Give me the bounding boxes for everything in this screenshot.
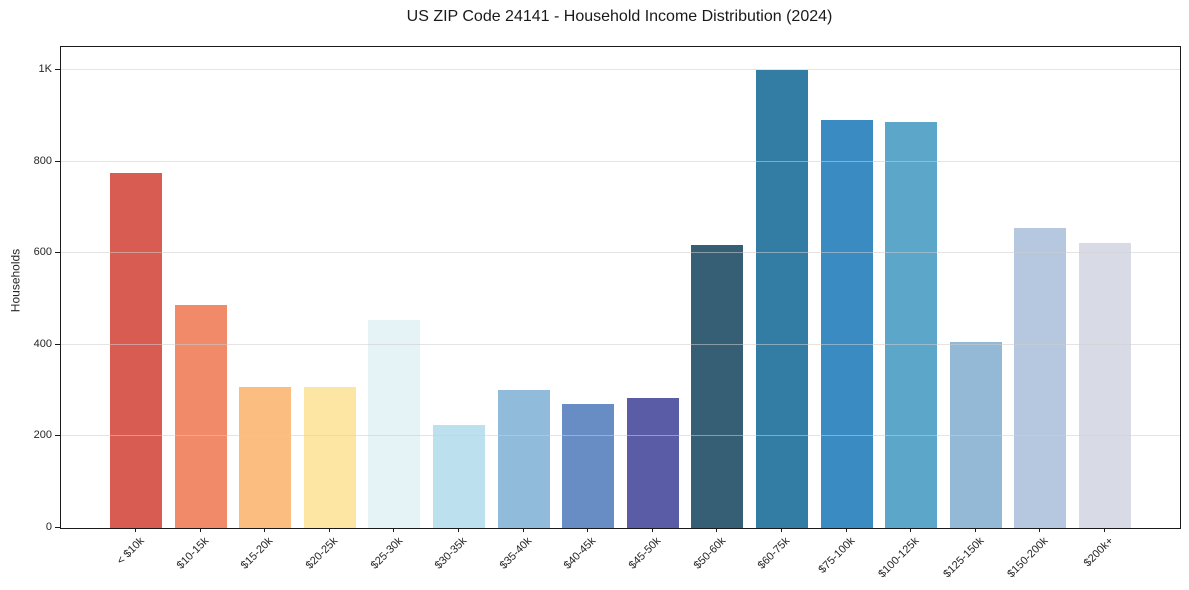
y-tick-mark-800 xyxy=(55,160,60,162)
x-tick-label-3: $20-25k xyxy=(303,535,341,572)
x-tick-mark-6 xyxy=(522,528,524,532)
bar-60-75k xyxy=(756,69,808,528)
x-tick-mark-9 xyxy=(716,528,718,532)
x-tick-mark-7 xyxy=(587,528,589,532)
bar-50-60k xyxy=(691,245,744,528)
bar-25-30k xyxy=(368,320,421,528)
y-tick-label-1000: 1K xyxy=(38,62,52,75)
bar-30-35k xyxy=(433,424,485,528)
y-tick-mark-200 xyxy=(55,435,60,437)
plot-area xyxy=(60,46,1181,529)
x-tick-label-13: $125-150k xyxy=(941,535,987,581)
x-tick-mark-3 xyxy=(328,528,330,532)
x-tick-label-10: $60-75k xyxy=(755,535,793,572)
y-tick-label-800: 800 xyxy=(33,154,52,167)
bar-40-45k xyxy=(562,403,615,528)
x-tick-mark-8 xyxy=(651,528,653,532)
y-tick-mark-600 xyxy=(55,252,60,254)
y-tick-label-200: 200 xyxy=(33,429,52,442)
bar-15-20k xyxy=(239,386,292,528)
x-tick-label-6: $35-40k xyxy=(497,535,535,572)
x-tick-mark-1 xyxy=(199,528,201,532)
bar-200k xyxy=(1079,242,1131,528)
x-tick-mark-4 xyxy=(393,528,395,532)
x-tick-mark-5 xyxy=(458,528,459,532)
x-tick-label-12: $100-125k xyxy=(876,535,922,581)
y-tick-label-400: 400 xyxy=(33,337,52,350)
y-tick-mark-1000 xyxy=(55,68,60,70)
gridline-1000 xyxy=(61,68,1180,70)
gridline-600 xyxy=(61,252,1180,254)
bar-35-40k xyxy=(497,390,550,528)
x-tick-label-0: < $10k xyxy=(114,535,147,568)
x-tick-mark-14 xyxy=(1039,528,1041,532)
x-tick-label-5: $30-35k xyxy=(432,535,470,572)
y-tick-label-0: 0 xyxy=(45,521,52,533)
x-tick-label-4: $25-30k xyxy=(368,535,405,572)
x-tick-label-9: $50-60k xyxy=(691,535,728,572)
x-tick-label-7: $40-45k xyxy=(562,535,599,572)
x-tick-label-2: $15-20k xyxy=(239,535,276,572)
x-tick-label-14: $150-200k xyxy=(1005,535,1051,581)
x-tick-mark-0 xyxy=(135,528,136,532)
x-tick-mark-2 xyxy=(264,528,266,532)
x-tick-mark-10 xyxy=(781,528,782,532)
bar-100-125k xyxy=(885,122,938,528)
bar-125-150k xyxy=(949,342,1002,528)
bar-45-50k xyxy=(626,397,679,528)
x-tick-label-15: $200k+ xyxy=(1081,535,1116,570)
x-tick-mark-15 xyxy=(1104,528,1105,532)
gridline-400 xyxy=(61,343,1180,345)
x-tick-label-8: $45-50k xyxy=(626,535,664,572)
x-tick-mark-11 xyxy=(845,528,847,532)
bar-150-200k xyxy=(1014,227,1067,528)
y-tick-label-600: 600 xyxy=(33,246,52,259)
x-tick-label-1: $10-15k xyxy=(174,535,212,572)
y-axis-label: Households xyxy=(8,248,23,313)
y-tick-mark-400 xyxy=(55,343,60,345)
x-tick-mark-13 xyxy=(974,528,976,532)
x-tick-label-11: $75-100k xyxy=(816,535,858,576)
bar-10-15k xyxy=(174,304,227,528)
x-tick-mark-12 xyxy=(910,528,912,532)
gridline-800 xyxy=(61,160,1180,162)
bar-10k xyxy=(110,172,162,528)
bar-20-25k xyxy=(303,386,356,528)
y-tick-mark-0 xyxy=(55,527,60,528)
bar-75-100k xyxy=(820,119,873,528)
chart-title: US ZIP Code 24141 - Household Income Dis… xyxy=(406,8,833,25)
gridline-200 xyxy=(61,435,1180,437)
